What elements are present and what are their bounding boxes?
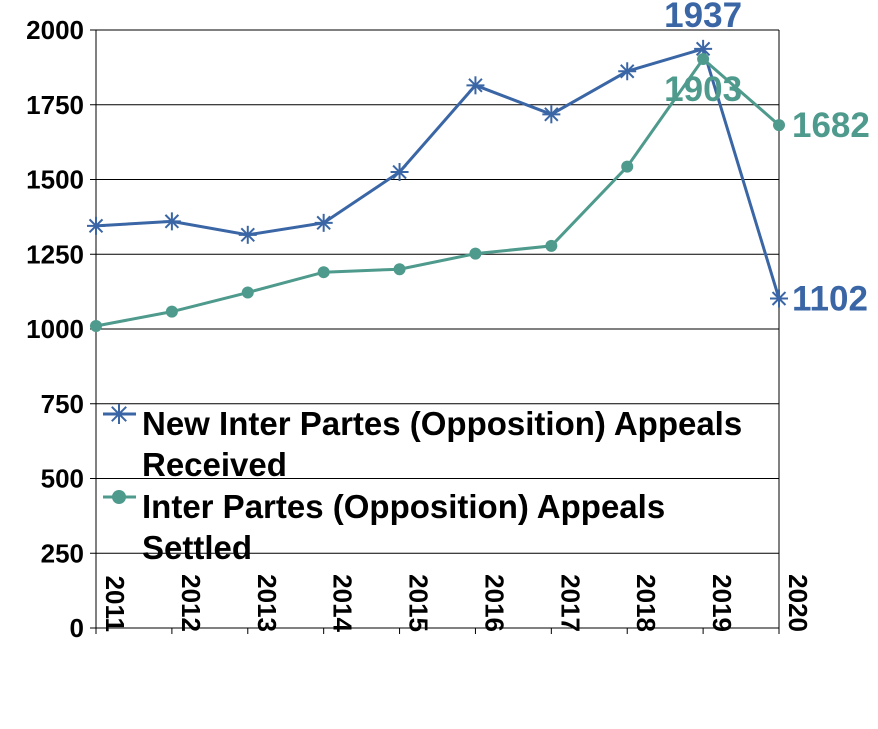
y-tick-label: 1000 (26, 314, 84, 344)
data-point (770, 289, 788, 308)
data-point (87, 216, 105, 235)
marker-stroke (88, 218, 104, 234)
marker-stroke (240, 227, 255, 243)
data-point (618, 62, 637, 81)
y-tick-label: 1250 (26, 239, 84, 269)
data-point (165, 305, 178, 318)
data-point (545, 239, 558, 252)
legend-swatch-marker (109, 404, 129, 424)
data-label: 1102 (792, 280, 868, 319)
legend-label-line-2: Settled (142, 529, 252, 566)
data-point (542, 105, 561, 124)
y-tick-label: 1750 (26, 90, 84, 120)
data-point (697, 53, 710, 66)
marker-stroke (771, 291, 787, 306)
y-axis-ticks: 0 250 500 750 1000 1250 1500 1750 2000 (26, 15, 96, 643)
gridlines (96, 29, 779, 554)
x-tick-label: 2020 (783, 574, 813, 632)
legend-item-settled: Inter Partes (Opposition) Appeals Settled (103, 488, 665, 566)
y-tick-label: 500 (41, 464, 84, 494)
data-point (241, 286, 254, 299)
data-label: 1903 (664, 70, 742, 109)
data-point (621, 160, 634, 173)
y-tick-label: 250 (41, 538, 84, 568)
series-settled (90, 53, 785, 333)
data-point (393, 263, 406, 276)
marker-stroke (620, 64, 635, 79)
legend-label-line-2: Received (142, 446, 287, 483)
data-point (390, 163, 409, 182)
data-point (90, 320, 102, 333)
y-tick-label: 1500 (26, 165, 84, 195)
marker-stroke (468, 78, 483, 93)
data-point (469, 247, 482, 260)
x-tick-label: 2019 (707, 574, 737, 632)
marker-stroke (111, 406, 127, 422)
x-tick-label: 2012 (176, 574, 206, 632)
x-tick-label: 2016 (479, 574, 509, 632)
data-label: 1937 (664, 0, 742, 35)
data-point (314, 213, 333, 232)
marker-stroke (164, 214, 180, 229)
x-tick-label: 2017 (555, 574, 585, 632)
data-point (773, 119, 785, 132)
marker-stroke (392, 164, 407, 180)
legend-item-received: New Inter Partes (Opposition) Appeals Rec… (103, 404, 742, 483)
data-point (238, 225, 257, 244)
legend-swatch-marker (112, 490, 126, 504)
data-label: 1682 (792, 106, 870, 145)
x-tick-label: 2014 (328, 574, 358, 632)
data-point (466, 76, 485, 95)
data-point (162, 212, 181, 231)
marker-stroke (695, 41, 711, 57)
y-tick-label: 0 (70, 613, 84, 643)
series-received (87, 39, 788, 308)
series-line (95, 56, 780, 328)
series-line (95, 46, 781, 299)
x-tick-label: 2013 (252, 574, 282, 632)
x-axis-ticks: 2011 2012 2013 2014 2015 2016 2017 2018 2019 2020 (95, 574, 813, 634)
marker-stroke (544, 107, 559, 122)
data-labels: 1937 1102 1903 1682 (664, 0, 870, 319)
x-tick-label: 2011 (100, 576, 130, 632)
marker-stroke (316, 215, 331, 231)
x-tick-label: 2018 (631, 574, 661, 632)
legend-label-line-1: Inter Partes (Opposition) Appeals (142, 488, 665, 525)
legend: New Inter Partes (Opposition) Appeals Rec… (103, 404, 742, 566)
y-tick-label: 2000 (26, 15, 84, 45)
y-tick-label: 750 (41, 389, 84, 419)
data-point (317, 266, 330, 279)
legend-label-line-1: New Inter Partes (Opposition) Appeals (142, 405, 742, 442)
x-tick-label: 2015 (404, 574, 434, 632)
series-layer (87, 39, 788, 333)
